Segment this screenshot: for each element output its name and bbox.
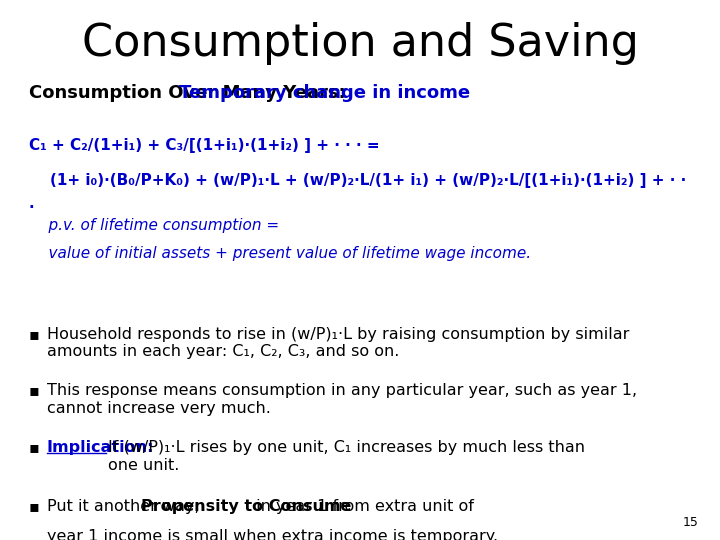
Text: If (w/P)₁·L rises by one unit, C₁ increases by much less than
one unit.: If (w/P)₁·L rises by one unit, C₁ increa… — [108, 440, 585, 472]
Text: Consumption and Saving: Consumption and Saving — [81, 22, 639, 65]
Text: Put it another way,: Put it another way, — [47, 500, 204, 515]
Text: ▪: ▪ — [29, 440, 40, 455]
Text: Implication:: Implication: — [47, 440, 154, 455]
Text: Household responds to rise in (w/P)₁·L by raising consumption by similar
amounts: Household responds to rise in (w/P)₁·L b… — [47, 327, 629, 359]
Text: 15: 15 — [683, 516, 698, 529]
Text: ▪: ▪ — [29, 383, 40, 399]
Text: Temporary change in income: Temporary change in income — [179, 84, 470, 102]
Text: ▪: ▪ — [29, 327, 40, 342]
Text: year 1 income is small when extra income is temporary.: year 1 income is small when extra income… — [47, 529, 498, 540]
Text: ·: · — [29, 200, 35, 215]
Text: This response means consumption in any particular year, such as year 1,
cannot i: This response means consumption in any p… — [47, 383, 637, 416]
Text: ▪: ▪ — [29, 500, 40, 515]
Text: p.v. of lifetime consumption =: p.v. of lifetime consumption = — [29, 218, 279, 233]
Text: value of initial assets + present value of lifetime wage income.: value of initial assets + present value … — [29, 246, 531, 261]
Text: in year 1 from extra unit of: in year 1 from extra unit of — [251, 500, 474, 515]
Text: Consumption Over Many Years:: Consumption Over Many Years: — [29, 84, 351, 102]
Text: (1+ i₀)·(B₀/P+K₀) + (w/P)₁·L + (w/P)₂·L/(1+ i₁) + (w/P)₂·L/[(1+i₁)·(1+i₂) ] + · : (1+ i₀)·(B₀/P+K₀) + (w/P)₁·L + (w/P)₂·L/… — [29, 173, 686, 188]
Text: C₁ + C₂/(1+i₁) + C₃/[(1+i₁)·(1+i₂) ] + · · · =: C₁ + C₂/(1+i₁) + C₃/[(1+i₁)·(1+i₂) ] + ·… — [29, 138, 379, 153]
Text: Propensity to Consume: Propensity to Consume — [141, 500, 351, 515]
